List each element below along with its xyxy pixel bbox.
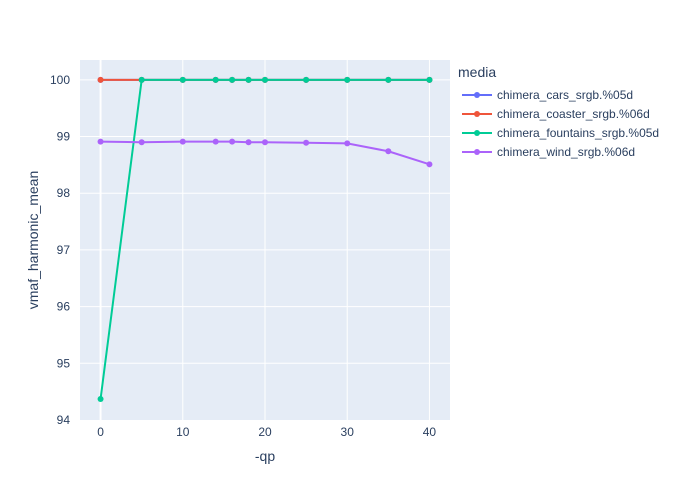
data-point[interactable] (245, 76, 252, 83)
data-point[interactable] (229, 138, 236, 145)
data-point[interactable] (385, 76, 392, 83)
data-point[interactable] (138, 76, 145, 83)
x-tick-label: 0 (97, 425, 104, 439)
legend-swatch-marker (474, 111, 480, 117)
y-tick-label: 99 (57, 130, 71, 144)
data-point[interactable] (344, 76, 351, 83)
data-point[interactable] (97, 138, 104, 145)
data-point[interactable] (212, 138, 219, 145)
y-tick-label: 95 (57, 356, 71, 370)
y-tick-label: 97 (57, 243, 71, 257)
tick-labels: 94 95 96 97 98 99 100 0 10 20 30 40 (50, 73, 436, 439)
data-point[interactable] (303, 76, 310, 83)
data-point[interactable] (212, 76, 219, 83)
data-point[interactable] (179, 76, 186, 83)
legend-label: chimera_coaster_srgb.%06d (497, 107, 650, 121)
data-point[interactable] (262, 139, 268, 146)
data-point[interactable] (262, 76, 268, 83)
y-axis-title: vmaf_harmonic_mean (25, 171, 41, 310)
legend-swatch-marker (474, 149, 480, 155)
legend-title: media (458, 64, 496, 80)
x-tick-label: 20 (258, 425, 272, 439)
y-tick-label: 100 (50, 73, 70, 87)
series-3 (97, 138, 433, 168)
series-2 (97, 76, 433, 403)
legend-label: chimera_fountains_srgb.%05d (497, 126, 659, 140)
series-layer (97, 76, 433, 403)
legend-swatch-marker (474, 92, 480, 98)
x-tick-label: 10 (176, 425, 190, 439)
data-point[interactable] (229, 76, 236, 83)
data-point[interactable] (138, 139, 145, 146)
legend-item[interactable]: chimera_coaster_srgb.%06d (462, 107, 650, 121)
legend-item[interactable]: chimera_wind_srgb.%06d (462, 145, 635, 159)
x-tick-label: 40 (423, 425, 437, 439)
legend-swatch-marker (474, 130, 480, 136)
data-point[interactable] (344, 140, 351, 147)
y-tick-label: 96 (57, 300, 71, 314)
data-point[interactable] (245, 139, 252, 146)
legend[interactable]: media chimera_cars_srgb.%05d chimera_coas… (458, 64, 659, 159)
data-point[interactable] (179, 138, 186, 145)
gridlines (80, 60, 450, 420)
legend-label: chimera_cars_srgb.%05d (497, 88, 633, 102)
x-tick-label: 30 (341, 425, 355, 439)
data-point[interactable] (426, 161, 433, 168)
data-point[interactable] (97, 396, 104, 403)
x-axis-title: -qp (255, 448, 275, 464)
legend-item[interactable]: chimera_cars_srgb.%05d (462, 88, 633, 102)
data-point[interactable] (426, 76, 433, 83)
data-point[interactable] (385, 148, 392, 155)
legend-item[interactable]: chimera_fountains_srgb.%05d (462, 126, 659, 140)
y-tick-label: 98 (57, 186, 71, 200)
y-tick-label: 94 (57, 413, 71, 427)
data-point[interactable] (303, 139, 310, 146)
data-point[interactable] (97, 76, 104, 83)
legend-label: chimera_wind_srgb.%06d (497, 145, 635, 159)
